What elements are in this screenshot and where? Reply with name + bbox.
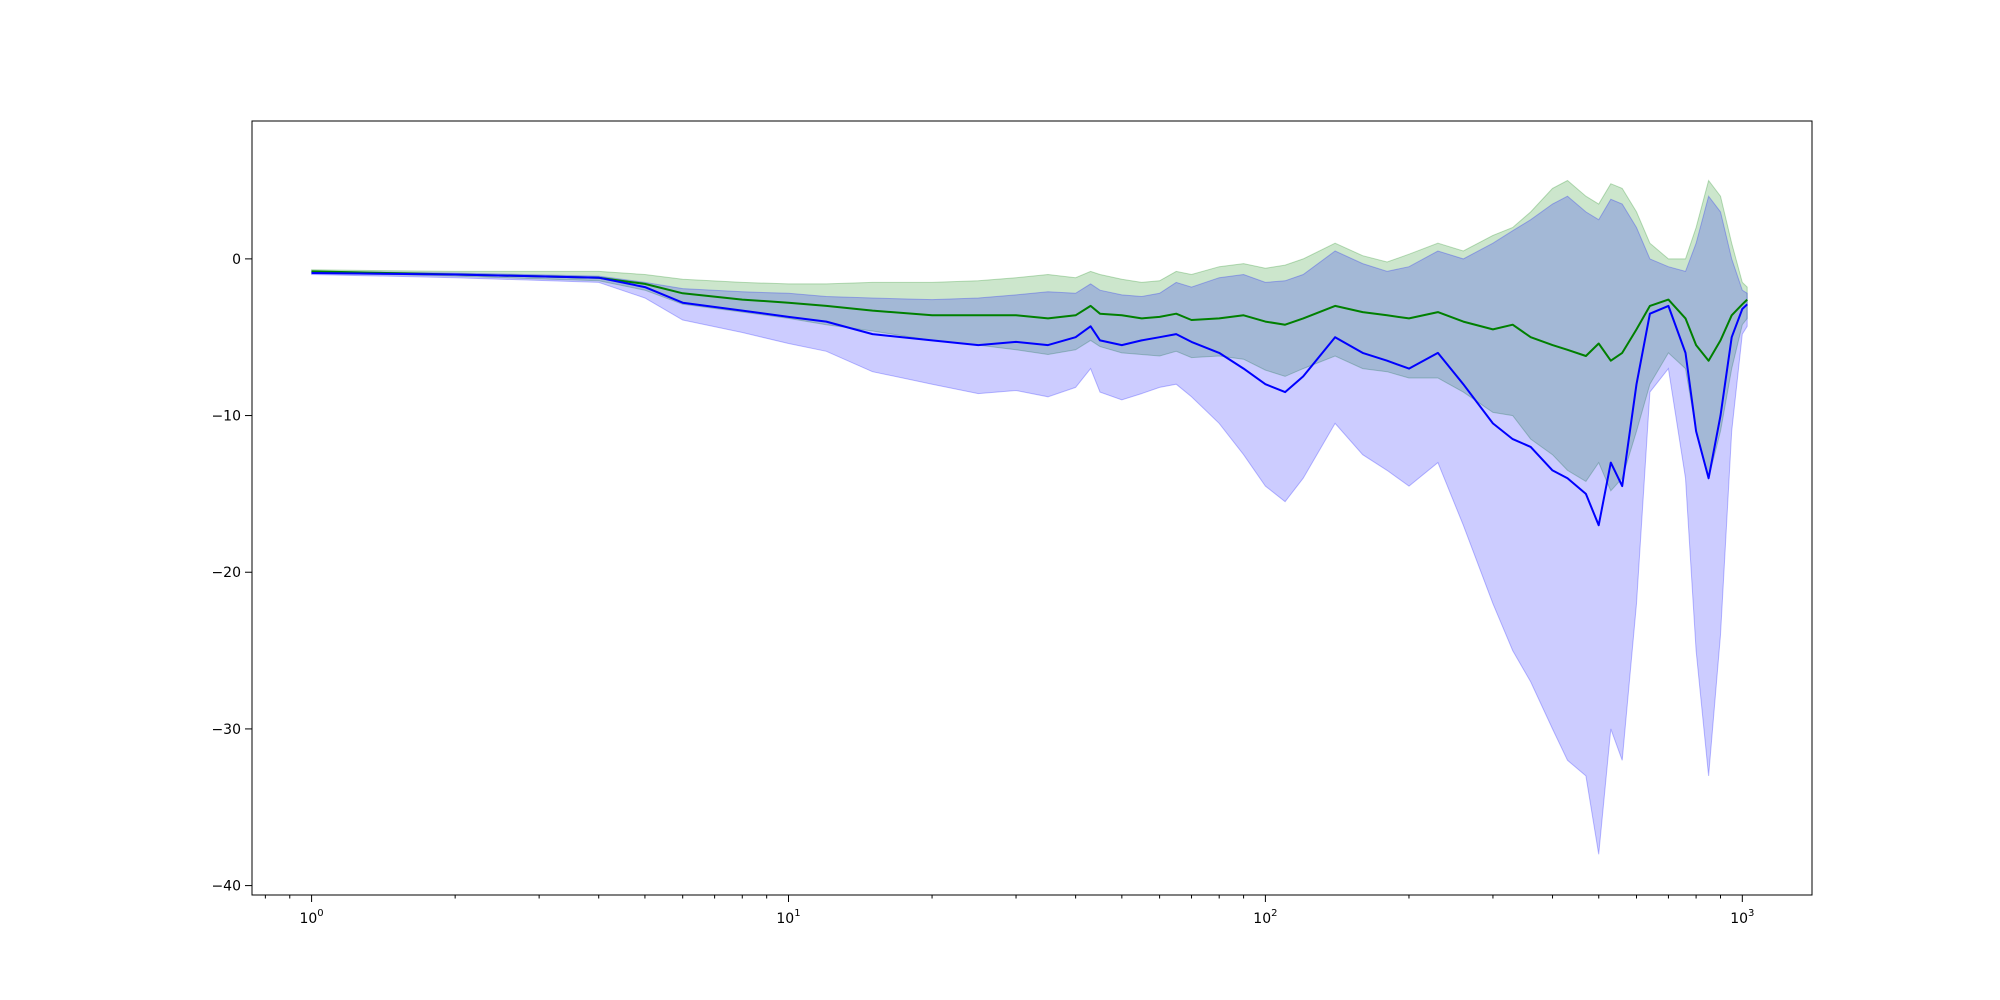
x-tick-label: 100	[299, 908, 323, 927]
y-axis: 0 −10 −20 −30 −40	[211, 252, 252, 895]
x-tick-label: 102	[1253, 908, 1277, 927]
series-1-band	[311, 195, 1748, 855]
y-tick-label: −30	[211, 722, 241, 738]
series-0-line	[311, 270, 1748, 362]
y-tick-label: 0	[232, 252, 241, 268]
series-0-band	[311, 179, 1748, 492]
y-tick-label: −40	[211, 879, 241, 895]
plot-area	[311, 179, 1748, 855]
x-axis: 100 101 102 103	[264, 895, 1754, 927]
axes-frame	[251, 120, 1813, 896]
x-tick-label: 103	[1730, 908, 1754, 927]
series-1-line	[311, 272, 1748, 527]
y-tick-label: −10	[211, 409, 241, 425]
y-tick-label: −20	[211, 565, 241, 581]
x-tick-label: 101	[776, 908, 800, 927]
